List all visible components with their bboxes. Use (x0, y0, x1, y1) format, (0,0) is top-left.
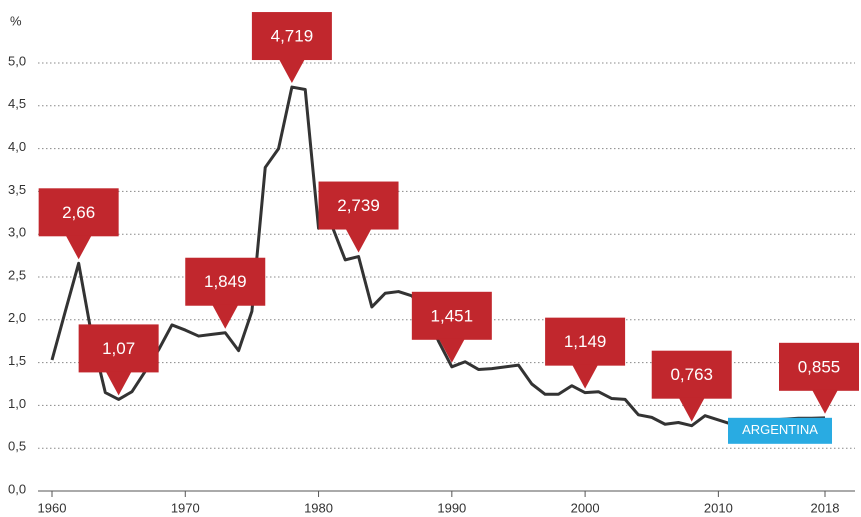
callout-box (779, 342, 859, 391)
callout: 1,451 (411, 291, 492, 363)
callout: 4,719 (251, 12, 332, 84)
callout-arrow (345, 228, 372, 253)
callout-arrow (812, 389, 838, 414)
callout-box (185, 257, 266, 306)
line (50, 85, 826, 428)
callout-arrow (278, 59, 305, 84)
callout: 0,763 (651, 350, 732, 422)
callout-arrow (438, 338, 465, 363)
y-tick-label: 0,5 (8, 439, 26, 454)
y-tick-label: 4,5 (8, 96, 26, 111)
callout-arrow (105, 371, 132, 396)
callout-box (545, 317, 626, 366)
callout-box (318, 181, 399, 230)
y-tick-label: 2,5 (8, 267, 26, 282)
y-tick-label: 2,0 (8, 310, 26, 325)
y-tick-label: 3,0 (8, 225, 26, 240)
callout: 2,66 (38, 188, 119, 260)
y-axis-label: % (10, 13, 22, 28)
y-tick-label: 1,5 (8, 353, 26, 368)
series-label-box (728, 417, 832, 444)
x-tick-label: 2018 (811, 500, 840, 515)
data-label: 1,149 (564, 332, 607, 351)
x-tick-label: 1960 (38, 500, 67, 515)
y-tick-label: 4,0 (8, 139, 26, 154)
callout-box (78, 324, 159, 373)
callout-arrow (212, 304, 239, 329)
x-tick-label: 1970 (171, 500, 200, 515)
data-label: 0,855 (798, 357, 841, 376)
callout-arrow (65, 235, 92, 260)
data-label: 4,719 (271, 27, 314, 46)
data-label: 2,66 (62, 203, 95, 222)
x-tick-label: 1980 (304, 500, 333, 515)
callout-box (651, 350, 732, 399)
data-label: 0,763 (670, 365, 713, 384)
callout-arrow (572, 364, 599, 389)
data-label: 1,07 (102, 339, 135, 358)
callout-arrow (678, 397, 705, 422)
y-tick-label: 5,0 (8, 53, 26, 68)
x-tick-label: 2010 (704, 500, 733, 515)
y-tick-label: 1,0 (8, 396, 26, 411)
callout: 1,149 (545, 317, 626, 389)
callout: 0,855 (779, 342, 859, 414)
callout-box (411, 291, 492, 340)
callout: 2,739 (318, 181, 399, 253)
x-tick-label: 2000 (571, 500, 600, 515)
callout-box (251, 12, 332, 61)
y-tick-label: 0,0 (8, 481, 26, 496)
callout-box (38, 188, 119, 237)
y-tick-label: 3,5 (8, 182, 26, 197)
callout: 1,07 (78, 324, 159, 396)
data-label: 2,739 (337, 196, 380, 215)
callout: 1,849 (185, 257, 266, 329)
legend-label: ARGENTINA (742, 422, 818, 437)
data-label: 1,849 (204, 272, 247, 291)
data-label: 1,451 (431, 306, 474, 325)
x-tick-label: 1990 (437, 500, 466, 515)
